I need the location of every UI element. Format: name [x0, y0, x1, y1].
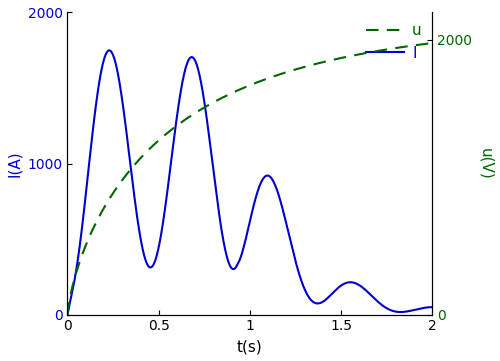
Y-axis label: u(V): u(V)	[478, 148, 493, 179]
u	[86, 235, 92, 239]
I	[80, 221, 86, 225]
I	[106, 48, 112, 53]
I	[136, 227, 142, 232]
u	[80, 251, 86, 256]
Legend: u, I: u, I	[360, 17, 428, 67]
I	[66, 304, 72, 309]
u	[64, 313, 70, 317]
I	[86, 160, 92, 164]
I	[64, 313, 70, 317]
I	[430, 305, 436, 309]
X-axis label: t(s): t(s)	[237, 339, 263, 354]
u	[430, 41, 436, 45]
I	[243, 236, 249, 240]
Line: u: u	[68, 43, 432, 315]
u	[66, 300, 72, 304]
u	[243, 85, 249, 89]
Line: I: I	[68, 51, 432, 315]
Y-axis label: I(A): I(A)	[7, 150, 22, 177]
u	[136, 158, 142, 162]
u	[410, 43, 416, 48]
I	[410, 308, 416, 312]
